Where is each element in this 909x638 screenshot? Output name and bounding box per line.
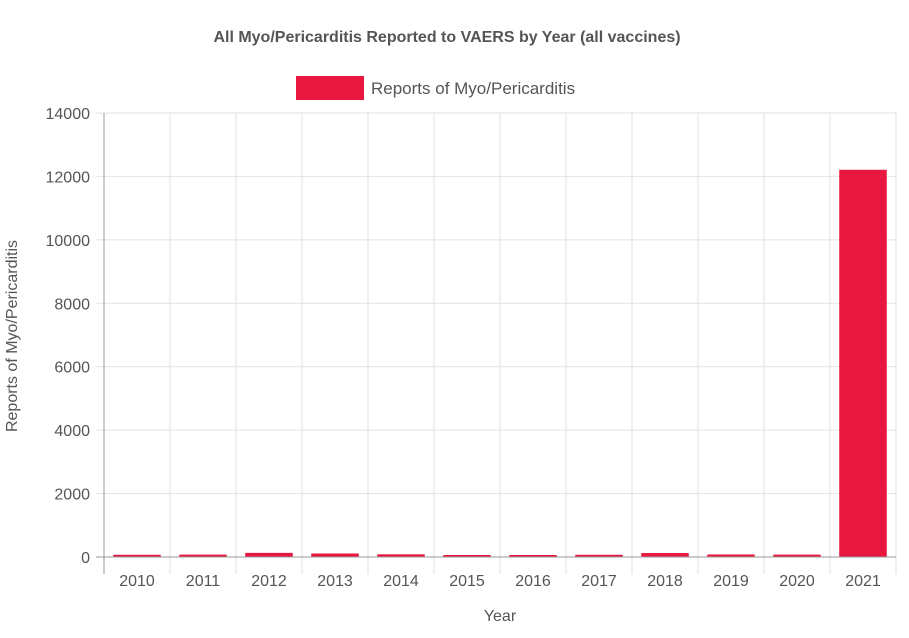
y-tick-label: 12000: [46, 169, 91, 186]
x-tick-label: 2021: [845, 573, 881, 590]
bar-2012[interactable]: [245, 552, 293, 557]
y-tick-label: 8000: [54, 296, 90, 313]
bar-2010[interactable]: [113, 554, 161, 557]
y-tick-label: 6000: [54, 360, 90, 377]
x-tick-labels: 2010 2011 2012 2013 2014 2015 2016 2017 2018 2019…: [119, 573, 881, 590]
y-tick-label: 4000: [54, 423, 90, 440]
legend-label: Reports of Myo/Pericarditis: [371, 79, 575, 98]
bar-2021[interactable]: [839, 169, 887, 558]
bar-2019[interactable]: [707, 554, 755, 557]
bar-2018[interactable]: [641, 553, 689, 557]
y-axis-title: Reports of Myo/Pericarditis: [4, 240, 21, 432]
bar-2013[interactable]: [311, 553, 359, 557]
y-tick-label: 2000: [54, 487, 90, 504]
x-tick-label: 2010: [119, 573, 155, 590]
legend-swatch: [296, 76, 364, 100]
bar-2015[interactable]: [443, 555, 491, 557]
x-tick-label: 2020: [779, 573, 815, 590]
chart-title: All Myo/Pericarditis Reported to VAERS b…: [213, 29, 680, 46]
x-tick-label: 2016: [515, 573, 551, 590]
bar-2014[interactable]: [377, 554, 425, 557]
bar-2016[interactable]: [509, 555, 557, 557]
bars: [113, 169, 887, 558]
y-tick-label: 10000: [46, 233, 91, 250]
y-tick-label: 0: [81, 550, 90, 567]
x-tick-label: 2018: [647, 573, 683, 590]
x-tick-label: 2019: [713, 573, 749, 590]
bar-2017[interactable]: [575, 554, 623, 557]
x-tick-label: 2013: [317, 573, 353, 590]
x-tick-label: 2011: [186, 573, 221, 590]
y-tick-label: 14000: [46, 106, 91, 123]
legend[interactable]: Reports of Myo/Pericarditis: [296, 76, 575, 100]
x-axis-title: Year: [484, 608, 517, 625]
x-tick-label: 2015: [449, 573, 485, 590]
axes: [96, 113, 896, 574]
x-tick-label: 2012: [251, 573, 287, 590]
bar-2020[interactable]: [773, 554, 821, 557]
y-tick-labels: 0 2000 4000 6000 8000 10000 12000 14000: [46, 106, 91, 567]
x-tick-label: 2017: [581, 573, 617, 590]
bar-2011[interactable]: [179, 554, 227, 557]
x-tick-label: 2014: [383, 573, 419, 590]
grid-lines: [96, 112, 897, 574]
